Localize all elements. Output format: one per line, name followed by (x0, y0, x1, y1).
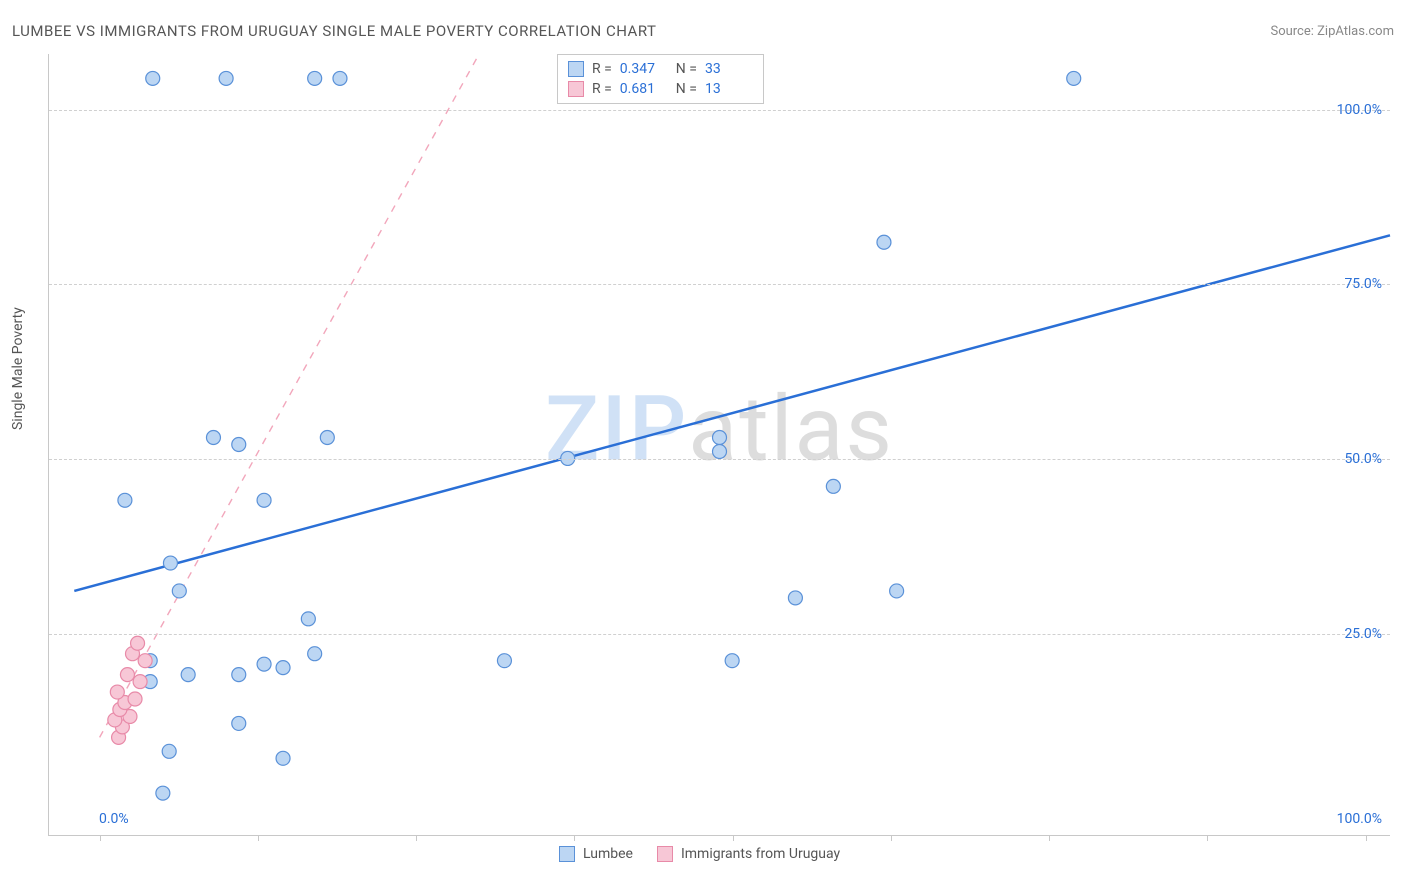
data-point (232, 716, 246, 730)
legend-item: Lumbee (559, 846, 633, 862)
data-point (162, 744, 176, 758)
gridline-h (49, 110, 1390, 111)
data-point (301, 612, 315, 626)
gridline-h (49, 634, 1390, 635)
data-point (497, 654, 511, 668)
data-point (128, 692, 142, 706)
data-point (308, 71, 322, 85)
data-point (826, 479, 840, 493)
data-point (713, 444, 727, 458)
legend-row: R =0.681N =13 (568, 79, 753, 99)
data-point (172, 584, 186, 598)
legend-swatch (559, 846, 575, 862)
data-point (232, 438, 246, 452)
chart-title: LUMBEE VS IMMIGRANTS FROM URUGUAY SINGLE… (12, 22, 656, 40)
legend-correlation: R =0.347N =33R =0.681N =13 (557, 54, 764, 104)
y-axis-label: Single Male Poverty (10, 307, 26, 430)
legend-series: Lumbee Immigrants from Uruguay (559, 846, 840, 862)
x-tick (1207, 835, 1208, 841)
data-point (1067, 71, 1081, 85)
data-point (713, 431, 727, 445)
x-tick (1049, 835, 1050, 841)
data-point (276, 751, 290, 765)
x-tick (574, 835, 575, 841)
data-point (257, 493, 271, 507)
data-point (146, 71, 160, 85)
x-tick (891, 835, 892, 841)
trendline (100, 54, 480, 737)
x-tick (1366, 835, 1367, 841)
data-point (138, 654, 152, 668)
x-tick-label-min: 0.0% (99, 811, 129, 827)
data-point (276, 661, 290, 675)
data-point (120, 668, 134, 682)
y-tick-label: 75.0% (1344, 276, 1382, 292)
legend-swatch (657, 846, 673, 862)
legend-label: Immigrants from Uruguay (681, 846, 840, 862)
data-point (308, 647, 322, 661)
data-point (333, 71, 347, 85)
data-point (163, 556, 177, 570)
data-point (131, 636, 145, 650)
trendline (74, 235, 1390, 591)
data-point (118, 493, 132, 507)
x-tick (258, 835, 259, 841)
y-tick-label: 100.0% (1337, 102, 1382, 118)
gridline-h (49, 284, 1390, 285)
chart-svg (49, 54, 1390, 835)
x-tick (416, 835, 417, 841)
gridline-h (49, 459, 1390, 460)
data-point (110, 685, 124, 699)
y-tick-label: 25.0% (1344, 626, 1382, 642)
x-tick-label-max: 100.0% (1337, 811, 1382, 827)
x-tick (100, 835, 101, 841)
data-point (156, 786, 170, 800)
data-point (788, 591, 802, 605)
source-link[interactable]: ZipAtlas.com (1317, 24, 1394, 39)
legend-swatch (568, 61, 584, 77)
data-point (320, 431, 334, 445)
data-point (890, 584, 904, 598)
legend-item: Immigrants from Uruguay (657, 846, 840, 862)
data-point (181, 668, 195, 682)
legend-swatch (568, 81, 584, 97)
data-point (206, 431, 220, 445)
y-tick-label: 50.0% (1344, 451, 1382, 467)
data-point (232, 668, 246, 682)
plot-area: ZIPatlas R =0.347N =33R =0.681N =13 Lumb… (48, 54, 1390, 836)
legend-row: R =0.347N =33 (568, 59, 753, 79)
x-tick (733, 835, 734, 841)
data-point (257, 657, 271, 671)
data-point (877, 235, 891, 249)
data-point (725, 654, 739, 668)
source-label: Source: ZipAtlas.com (1270, 24, 1394, 39)
chart-header: LUMBEE VS IMMIGRANTS FROM URUGUAY SINGLE… (12, 22, 1394, 40)
legend-label: Lumbee (583, 846, 633, 862)
data-point (133, 675, 147, 689)
data-point (219, 71, 233, 85)
